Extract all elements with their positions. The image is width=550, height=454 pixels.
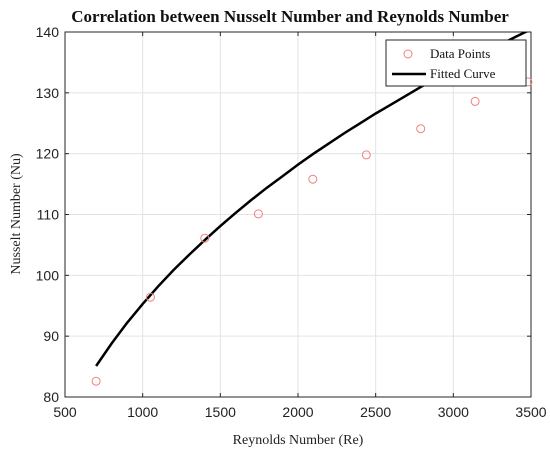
chart-title: Correlation between Nusselt Number and R… (71, 7, 509, 26)
x-tick-label: 500 (53, 404, 77, 420)
data-point (308, 174, 318, 184)
legend-label-data-points: Data Points (430, 46, 490, 61)
grid (65, 32, 531, 397)
y-tick-label: 120 (36, 146, 60, 162)
legend-box (385, 39, 527, 87)
y-tick-label: 90 (43, 328, 59, 344)
x-tick-label: 1500 (205, 404, 236, 420)
y-tick-label: 130 (36, 85, 60, 101)
x-tick-label: 2000 (282, 404, 313, 420)
y-tick-label: 80 (43, 389, 59, 405)
legend-label-fitted-curve: Fitted Curve (430, 66, 496, 81)
y-tick-label: 140 (36, 24, 60, 40)
x-tick-label: 1000 (127, 404, 158, 420)
data-point (91, 376, 101, 386)
x-tick-label: 3000 (438, 404, 469, 420)
legend-marker-data-points (403, 49, 413, 59)
legend: Data Points Fitted Curve (385, 39, 527, 87)
data-point (416, 124, 426, 134)
y-axis-label: Nusselt Number (Nu) (9, 153, 24, 275)
ticks: 500 1000 1500 2000 2500 3000 3500 80 90 100 110 120… (36, 24, 547, 420)
x-tick-label: 3500 (515, 404, 546, 420)
data-point (145, 292, 155, 302)
x-tick-label: 2500 (360, 404, 391, 420)
data-point (470, 96, 480, 106)
data-point (253, 209, 263, 219)
data-point (361, 150, 371, 160)
x-axis-label: Reynolds Number (Re) (233, 433, 364, 448)
data-point (200, 233, 210, 243)
y-tick-label: 110 (37, 207, 60, 223)
y-tick-label: 100 (36, 267, 60, 283)
